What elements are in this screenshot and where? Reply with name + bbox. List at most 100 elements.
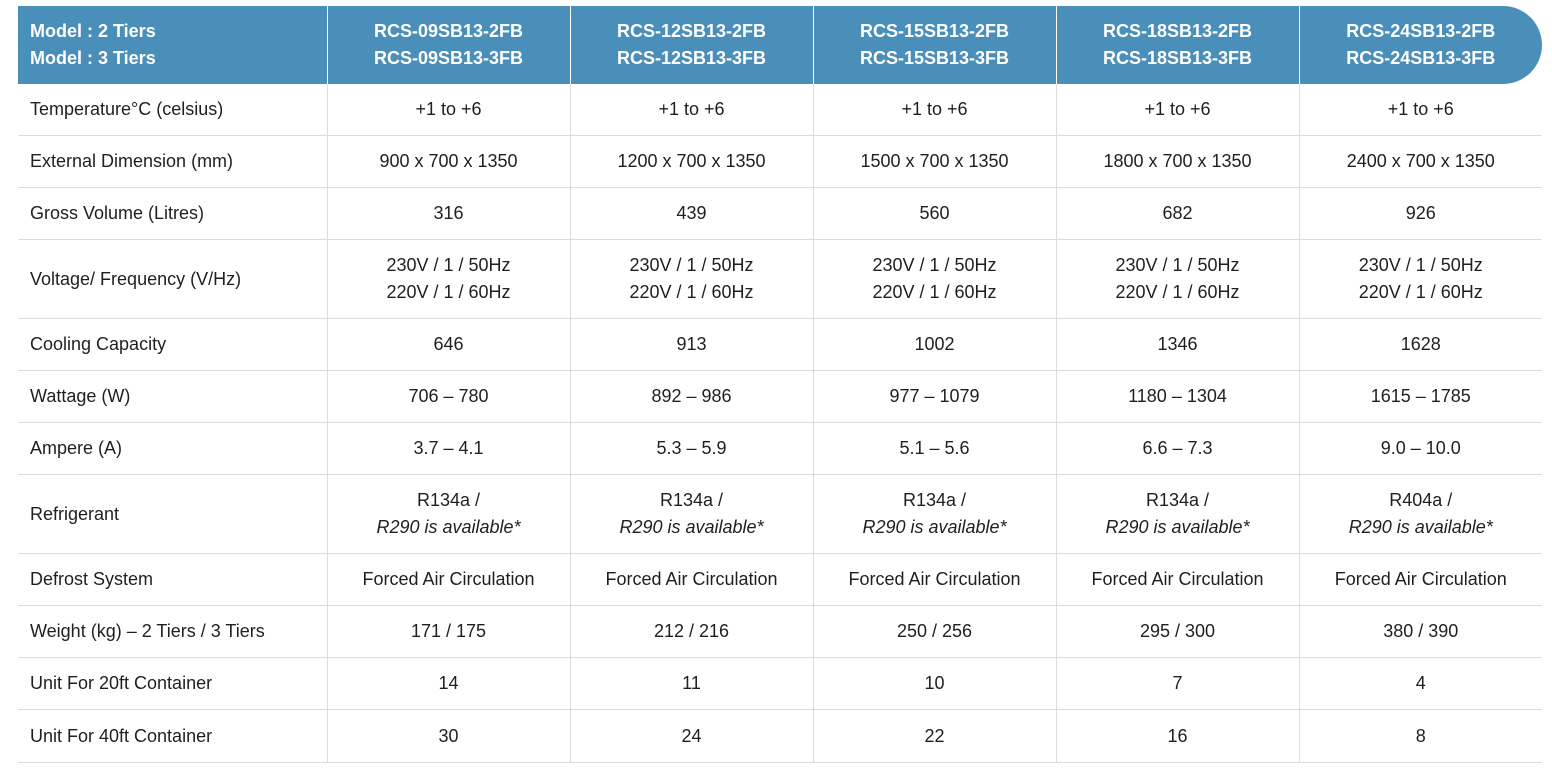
- table-row: External Dimension (mm) 900 x 700 x 1350 1…: [18, 135, 1542, 188]
- table-cell: +1 to +6: [327, 84, 571, 136]
- cell-line: R134a /: [1145, 490, 1210, 510]
- table-cell: R404a / R290 is available*: [1299, 474, 1542, 554]
- table-cell: +1 to +6: [1299, 84, 1542, 136]
- table-cell: 230V / 1 / 50Hz 220V / 1 / 60Hz: [327, 239, 571, 319]
- cell-line: 230V / 1 / 50Hz: [386, 255, 511, 275]
- model-name-3-tier: RCS-12SB13-3FB: [616, 48, 767, 68]
- cell-line: 220V / 1 / 60Hz: [872, 282, 997, 302]
- table-cell: Forced Air Circulation: [327, 553, 571, 606]
- table-cell: 1615 – 1785: [1299, 370, 1542, 423]
- row-label: Gross Volume (Litres): [18, 187, 328, 240]
- cell-line: R290 is available*: [376, 517, 521, 537]
- table-cell: 1002: [813, 318, 1057, 371]
- table-cell: 22: [813, 709, 1057, 763]
- header-model-col: RCS-09SB13-2FB RCS-09SB13-3FB: [327, 6, 571, 84]
- table-row: Voltage/ Frequency (V/Hz) 230V / 1 / 50Hz…: [18, 239, 1542, 319]
- model-name-3-tier: RCS-24SB13-3FB: [1346, 48, 1496, 68]
- table-cell: 1200 x 700 x 1350: [570, 135, 814, 188]
- table-cell: 3.7 – 4.1: [327, 422, 571, 475]
- table-cell: 230V / 1 / 50Hz 220V / 1 / 60Hz: [570, 239, 814, 319]
- table-cell: 6.6 – 7.3: [1056, 422, 1300, 475]
- header-model-col: RCS-24SB13-2FB RCS-24SB13-3FB: [1299, 6, 1542, 84]
- model-name-2-tier: RCS-12SB13-2FB: [616, 21, 767, 41]
- model-name-3-tier: RCS-18SB13-3FB: [1102, 48, 1253, 68]
- row-label: Refrigerant: [18, 474, 328, 554]
- table-cell: +1 to +6: [570, 84, 814, 136]
- table-cell: 2400 x 700 x 1350: [1299, 135, 1542, 188]
- table-row: Defrost System Forced Air Circulation Forc…: [18, 553, 1542, 606]
- table-cell: 7: [1056, 657, 1300, 710]
- model-name-2-tier: RCS-24SB13-2FB: [1346, 21, 1496, 41]
- table-cell: 977 – 1079: [813, 370, 1057, 423]
- cell-line: 230V / 1 / 50Hz: [872, 255, 997, 275]
- table-row: Gross Volume (Litres) 316 439 560 682 926: [18, 187, 1542, 240]
- table-cell: 24: [570, 709, 814, 763]
- row-label: Temperature°C (celsius): [18, 84, 328, 136]
- table-cell: 14: [327, 657, 571, 710]
- row-label: Voltage/ Frequency (V/Hz): [18, 239, 328, 319]
- header-label-line: Model : 3 Tiers: [30, 48, 156, 68]
- cell-line: R134a /: [902, 490, 967, 510]
- model-name-2-tier: RCS-09SB13-2FB: [373, 21, 524, 41]
- row-label: Unit For 40ft Container: [18, 709, 328, 763]
- table-cell: 30: [327, 709, 571, 763]
- table-row: Wattage (W) 706 – 780 892 – 986 977 – 1079 1…: [18, 370, 1542, 423]
- table-cell: Forced Air Circulation: [813, 553, 1057, 606]
- table-body: Temperature°C (celsius) +1 to +6 +1 to +6 +…: [18, 84, 1542, 763]
- model-name-2-tier: RCS-15SB13-2FB: [859, 21, 1010, 41]
- table-cell: R134a / R290 is available*: [327, 474, 571, 554]
- table-cell: Forced Air Circulation: [1056, 553, 1300, 606]
- cell-line: 230V / 1 / 50Hz: [1115, 255, 1240, 275]
- cell-line: R134a /: [416, 490, 481, 510]
- cell-line: 220V / 1 / 60Hz: [386, 282, 511, 302]
- header-model-col: RCS-12SB13-2FB RCS-12SB13-3FB: [570, 6, 814, 84]
- row-label: Unit For 20ft Container: [18, 657, 328, 710]
- model-name-2-tier: RCS-18SB13-2FB: [1102, 21, 1253, 41]
- table-cell: R134a / R290 is available*: [1056, 474, 1300, 554]
- cell-line: 230V / 1 / 50Hz: [629, 255, 754, 275]
- row-label: Cooling Capacity: [18, 318, 328, 371]
- cell-line: R134a /: [659, 490, 724, 510]
- table-cell: +1 to +6: [1056, 84, 1300, 136]
- cell-line: R290 is available*: [1348, 517, 1493, 537]
- table-cell: 230V / 1 / 50Hz 220V / 1 / 60Hz: [813, 239, 1057, 319]
- cell-line: R290 is available*: [862, 517, 1007, 537]
- table-row: Unit For 40ft Container 30 24 22 16 8: [18, 709, 1542, 763]
- table-cell: 1800 x 700 x 1350: [1056, 135, 1300, 188]
- cell-line: 220V / 1 / 60Hz: [1115, 282, 1240, 302]
- header-row: Model : 2 Tiers Model : 3 Tiers RCS-09SB…: [18, 6, 1542, 84]
- row-label: Wattage (W): [18, 370, 328, 423]
- table-row: Weight (kg) – 2 Tiers / 3 Tiers 171 / 175…: [18, 605, 1542, 658]
- table-cell: 439: [570, 187, 814, 240]
- table-cell: 316: [327, 187, 571, 240]
- table-cell: 11: [570, 657, 814, 710]
- table-cell: 9.0 – 10.0: [1299, 422, 1542, 475]
- table-cell: 295 / 300: [1056, 605, 1300, 658]
- table-cell: 171 / 175: [327, 605, 571, 658]
- table-cell: 230V / 1 / 50Hz 220V / 1 / 60Hz: [1299, 239, 1542, 319]
- cell-line: R290 is available*: [1105, 517, 1250, 537]
- model-name-3-tier: RCS-15SB13-3FB: [859, 48, 1010, 68]
- model-name-3-tier: RCS-09SB13-3FB: [373, 48, 524, 68]
- table-cell: 646: [327, 318, 571, 371]
- spec-table: Model : 2 Tiers Model : 3 Tiers RCS-09SB…: [18, 6, 1542, 763]
- cell-line: 220V / 1 / 60Hz: [629, 282, 754, 302]
- table-cell: 1180 – 1304: [1056, 370, 1300, 423]
- table-cell: 913: [570, 318, 814, 371]
- table-cell: 900 x 700 x 1350: [327, 135, 571, 188]
- table-cell: 8: [1299, 709, 1542, 763]
- header-label-line: Model : 2 Tiers: [30, 21, 156, 41]
- table-cell: 10: [813, 657, 1057, 710]
- table-cell: 212 / 216: [570, 605, 814, 658]
- table-row: Cooling Capacity 646 913 1002 1346 1628: [18, 318, 1542, 371]
- table-row: Ampere (A) 3.7 – 4.1 5.3 – 5.9 5.1 – 5.6 6.6…: [18, 422, 1542, 475]
- table-row: Unit For 20ft Container 14 11 10 7 4: [18, 657, 1542, 710]
- table-row: Refrigerant R134a / R290 is available* R134…: [18, 474, 1542, 554]
- header-model-col: RCS-18SB13-2FB RCS-18SB13-3FB: [1056, 6, 1300, 84]
- table-cell: 706 – 780: [327, 370, 571, 423]
- table-cell: 230V / 1 / 50Hz 220V / 1 / 60Hz: [1056, 239, 1300, 319]
- table-cell: 1346: [1056, 318, 1300, 371]
- table-cell: 4: [1299, 657, 1542, 710]
- header-model-label: Model : 2 Tiers Model : 3 Tiers: [18, 6, 328, 84]
- table-cell: 926: [1299, 187, 1542, 240]
